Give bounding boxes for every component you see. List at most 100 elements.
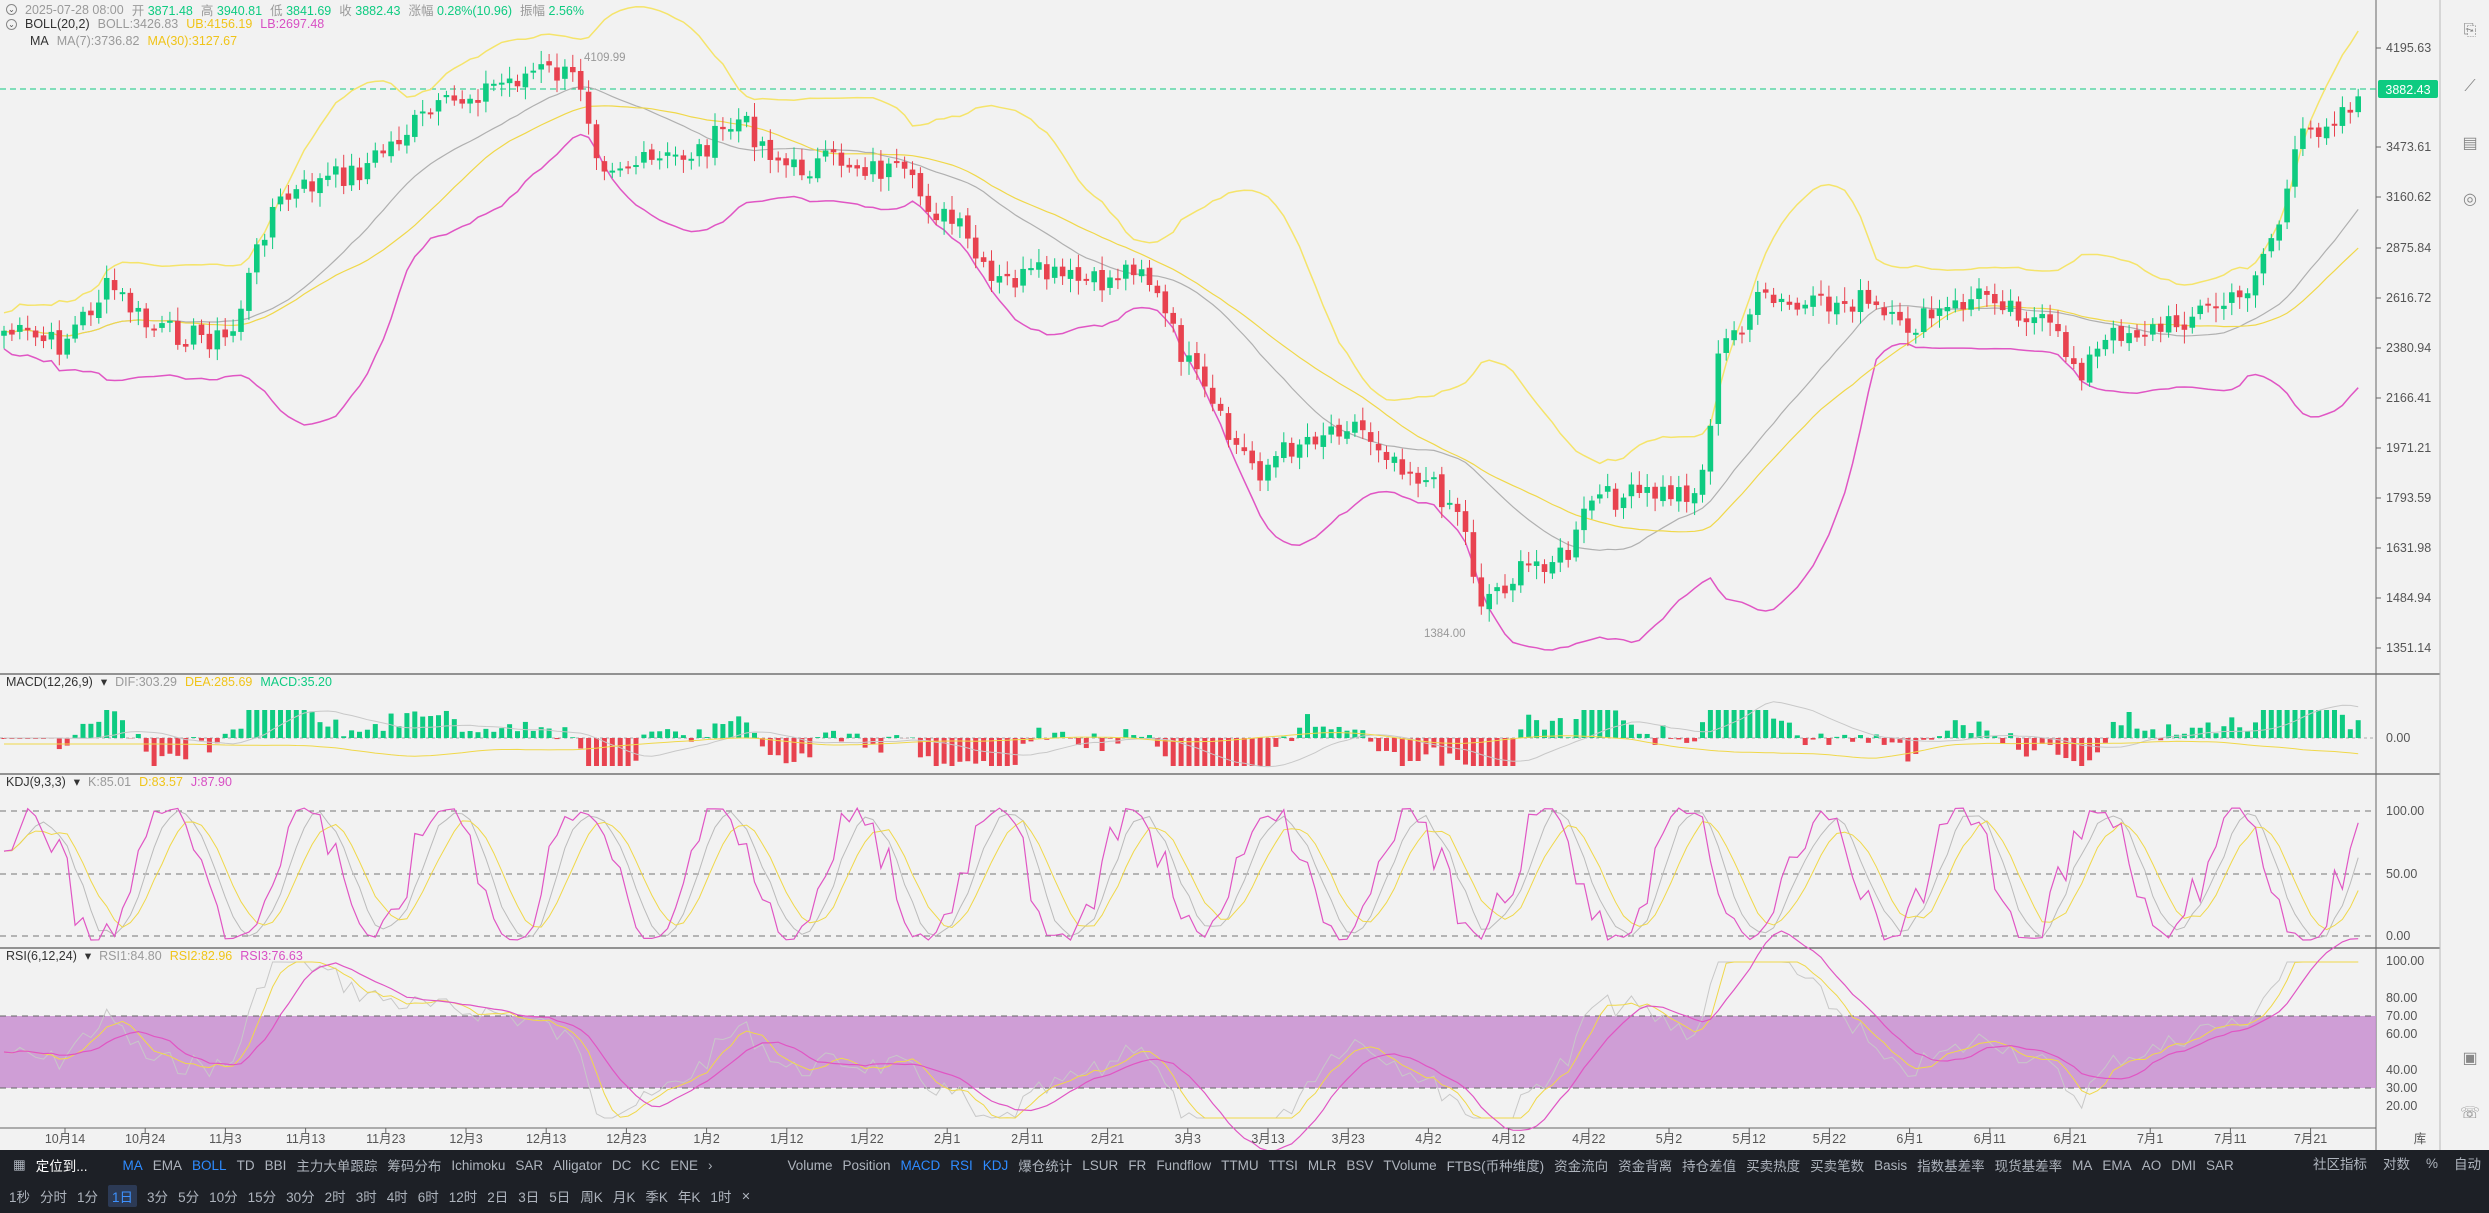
interval-17[interactable]: 月K bbox=[612, 1190, 636, 1205]
sub-indicator-8[interactable]: Fundflow bbox=[1156, 1157, 1212, 1173]
candle bbox=[1928, 309, 1935, 319]
interval-selected[interactable]: 1日 bbox=[108, 1185, 138, 1207]
log-scale-toggle[interactable]: 对数 bbox=[2382, 1157, 2410, 1172]
sub-indicator-17[interactable]: 持仓差值 bbox=[1682, 1159, 1737, 1174]
screenshot-icon[interactable]: ⎘ bbox=[2463, 22, 2477, 39]
interval-3[interactable]: 3分 bbox=[147, 1190, 169, 1205]
kdj-name[interactable]: KDJ(9,3,3) bbox=[6, 774, 66, 789]
candle bbox=[2276, 224, 2282, 241]
interval-11[interactable]: 6时 bbox=[417, 1190, 439, 1205]
indicator-4[interactable]: BBI bbox=[264, 1157, 287, 1173]
interval-19[interactable]: 年K bbox=[677, 1190, 701, 1205]
interval-8[interactable]: 2时 bbox=[324, 1190, 346, 1205]
interval-20[interactable]: 1时 bbox=[710, 1190, 732, 1205]
indicator-11[interactable]: KC bbox=[641, 1157, 661, 1173]
indicator-12[interactable]: ENE bbox=[670, 1157, 698, 1173]
draw-tool-icon[interactable]: ⟋ bbox=[2464, 78, 2476, 95]
sub-indicator-12[interactable]: BSV bbox=[1346, 1157, 1374, 1173]
sub-indicator-6[interactable]: LSUR bbox=[1082, 1157, 1119, 1173]
interval-10[interactable]: 4时 bbox=[386, 1190, 408, 1205]
ma30-line bbox=[3, 105, 2359, 533]
candle bbox=[696, 144, 702, 157]
dropdown-icon[interactable]: ▾ bbox=[100, 675, 108, 689]
macd-histogram-bar bbox=[333, 719, 339, 738]
sub-indicator-0[interactable]: Volume bbox=[787, 1157, 833, 1173]
sub-indicator-25[interactable]: AO bbox=[2141, 1157, 2162, 1173]
interval-14[interactable]: 3日 bbox=[518, 1190, 540, 1205]
interval-0[interactable]: 1秒 bbox=[9, 1190, 31, 1205]
sub-indicator-13[interactable]: TVolume bbox=[1383, 1157, 1437, 1173]
sub-indicator-26[interactable]: DMI bbox=[2171, 1157, 2196, 1173]
percent-scale-toggle[interactable]: % bbox=[2425, 1155, 2438, 1171]
boll-name[interactable]: BOLL(20,2) bbox=[25, 17, 90, 31]
indicator-7[interactable]: Ichimoku bbox=[451, 1157, 506, 1173]
auto-scale-toggle[interactable]: 自动 bbox=[2454, 1157, 2481, 1172]
interval-15[interactable]: 5日 bbox=[549, 1190, 571, 1205]
indicator-10[interactable]: DC bbox=[611, 1157, 632, 1173]
interval-1[interactable]: 分时 bbox=[40, 1190, 68, 1205]
indicator-icon[interactable]: ▤ bbox=[2462, 135, 2478, 152]
rsi-name[interactable]: RSI(6,12,24) bbox=[6, 948, 77, 963]
macd-histogram-bar bbox=[2047, 738, 2053, 745]
sub-indicator-15[interactable]: 资金流向 bbox=[1554, 1159, 1609, 1174]
settings-icon[interactable]: ◎ bbox=[2463, 191, 2477, 208]
sub-indicator-11[interactable]: MLR bbox=[1307, 1157, 1337, 1173]
interval-12[interactable]: 12时 bbox=[448, 1190, 478, 1205]
sub-indicator-1[interactable]: Position bbox=[842, 1157, 891, 1173]
support-icon[interactable]: ☏ bbox=[2459, 1105, 2480, 1122]
interval-2[interactable]: 1分 bbox=[77, 1190, 99, 1205]
dropdown-icon[interactable]: ▾ bbox=[84, 949, 92, 963]
calendar-icon[interactable]: ▦ bbox=[13, 1157, 26, 1172]
interval-13[interactable]: 2日 bbox=[487, 1190, 509, 1205]
sub-indicator-18[interactable]: 买卖热度 bbox=[1746, 1159, 1801, 1174]
sub-indicator-7[interactable]: FR bbox=[1128, 1157, 1147, 1173]
dropdown-icon[interactable]: ▾ bbox=[73, 775, 81, 789]
indicator-3[interactable]: TD bbox=[236, 1157, 255, 1173]
candle bbox=[554, 67, 560, 81]
sub-indicator-5[interactable]: 爆仓统计 bbox=[1018, 1159, 1073, 1174]
sub-indicator-23[interactable]: MA bbox=[2072, 1157, 2093, 1173]
price-axis-label: 2616.72 bbox=[2386, 291, 2431, 305]
sub-indicator-14[interactable]: FTBS(币种维度) bbox=[1446, 1159, 1545, 1174]
sub-indicator-2[interactable]: MACD bbox=[900, 1157, 941, 1173]
sub-indicator-16[interactable]: 资金背离 bbox=[1618, 1159, 1673, 1174]
layout-icon[interactable]: ▣ bbox=[2462, 1050, 2478, 1067]
macd-histogram-bar bbox=[712, 723, 718, 738]
sub-indicator-4[interactable]: KDJ bbox=[982, 1157, 1009, 1173]
sub-indicator-24[interactable]: EMA bbox=[2102, 1157, 2132, 1173]
indicator-2[interactable]: BOLL bbox=[192, 1157, 227, 1173]
sub-indicator-19[interactable]: 买卖笔数 bbox=[1810, 1159, 1865, 1174]
indicator-0[interactable]: MA bbox=[122, 1157, 143, 1173]
goto-button[interactable]: 定位到... bbox=[35, 1159, 88, 1174]
sub-indicator-27[interactable]: SAR bbox=[2205, 1157, 2234, 1173]
interval-5[interactable]: 10分 bbox=[209, 1190, 238, 1205]
interval-16[interactable]: 周K bbox=[580, 1190, 603, 1205]
interval-7[interactable]: 30分 bbox=[286, 1190, 315, 1205]
indicator-5[interactable]: 主力大单跟踪 bbox=[296, 1159, 378, 1174]
interval-18[interactable]: 季K bbox=[645, 1190, 668, 1205]
macd-histogram-bar bbox=[704, 736, 710, 738]
indicator-9[interactable]: Alligator bbox=[553, 1157, 602, 1173]
sub-indicator-20[interactable]: Basis bbox=[1874, 1157, 1908, 1173]
interval-9[interactable]: 3时 bbox=[355, 1190, 377, 1205]
collapse-icon[interactable]: ⌄ bbox=[6, 18, 17, 30]
ma-name[interactable]: MA bbox=[30, 34, 49, 48]
sub-indicator-21[interactable]: 指数基差率 bbox=[1917, 1159, 1985, 1174]
community-indicator-button[interactable]: 社区指标 bbox=[2312, 1157, 2367, 1172]
indicator-1[interactable]: EMA bbox=[152, 1157, 183, 1173]
indicator-6[interactable]: 筹码分布 bbox=[387, 1159, 442, 1174]
sub-indicator-10[interactable]: TTSI bbox=[1268, 1157, 1298, 1173]
close-icon[interactable]: ✕ bbox=[741, 1190, 751, 1203]
chart-canvas[interactable]: 4195.63 3473.61 3160.62 2875.84 2616.72 2380.… bbox=[0, 0, 2489, 1150]
interval-6[interactable]: 15分 bbox=[247, 1190, 277, 1205]
sub-indicator-9[interactable]: TTMU bbox=[1221, 1157, 1259, 1173]
sub-indicator-3[interactable]: RSI bbox=[950, 1157, 973, 1173]
sub-indicator-22[interactable]: 现货基差率 bbox=[1994, 1159, 2063, 1174]
indicator-8[interactable]: SAR bbox=[515, 1157, 544, 1173]
interval-4[interactable]: 5分 bbox=[178, 1190, 200, 1205]
chevron-right-icon[interactable]: › bbox=[707, 1157, 713, 1173]
collapse-icon[interactable]: ⌄ bbox=[6, 4, 17, 15]
macd-histogram-bar bbox=[2324, 710, 2330, 738]
macd-name[interactable]: MACD(12,26,9) bbox=[6, 674, 93, 689]
macd-histogram-bar bbox=[665, 729, 671, 738]
